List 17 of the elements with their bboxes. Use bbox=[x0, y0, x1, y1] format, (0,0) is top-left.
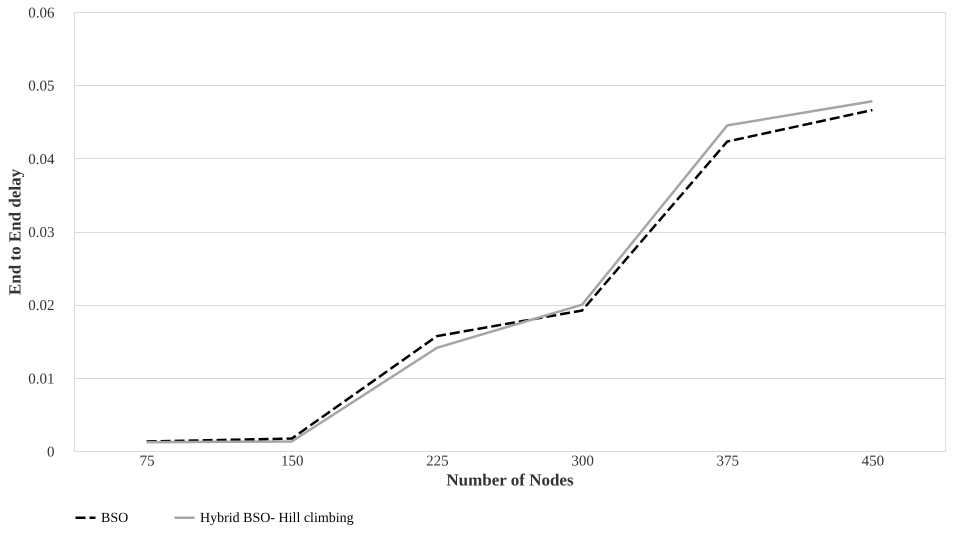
x-tick-label: 225 bbox=[426, 454, 449, 470]
y-tick-label: 0.02 bbox=[28, 298, 54, 314]
y-tick-label: 0.03 bbox=[28, 225, 54, 241]
x-tick-label: 375 bbox=[716, 454, 739, 470]
y-tick-label: 0.01 bbox=[28, 371, 54, 388]
x-axis-title: Number of Nodes bbox=[446, 470, 574, 490]
x-tick-label: 150 bbox=[281, 454, 304, 470]
y-tick-label: 0 bbox=[47, 444, 54, 460]
x-tick-label: 450 bbox=[862, 454, 884, 470]
y-tick-label: 0.05 bbox=[28, 78, 54, 95]
y-tick-label: 0.04 bbox=[28, 152, 55, 168]
legend-label: BSO bbox=[101, 510, 128, 526]
y-tick-label: 0.06 bbox=[28, 6, 55, 22]
x-tick-label: 300 bbox=[571, 454, 594, 470]
y-axis-title: End to End delay bbox=[5, 168, 24, 296]
legend-label: Hybrid BSO- Hill climbing bbox=[200, 510, 354, 526]
x-tick-label: 75 bbox=[140, 454, 155, 470]
